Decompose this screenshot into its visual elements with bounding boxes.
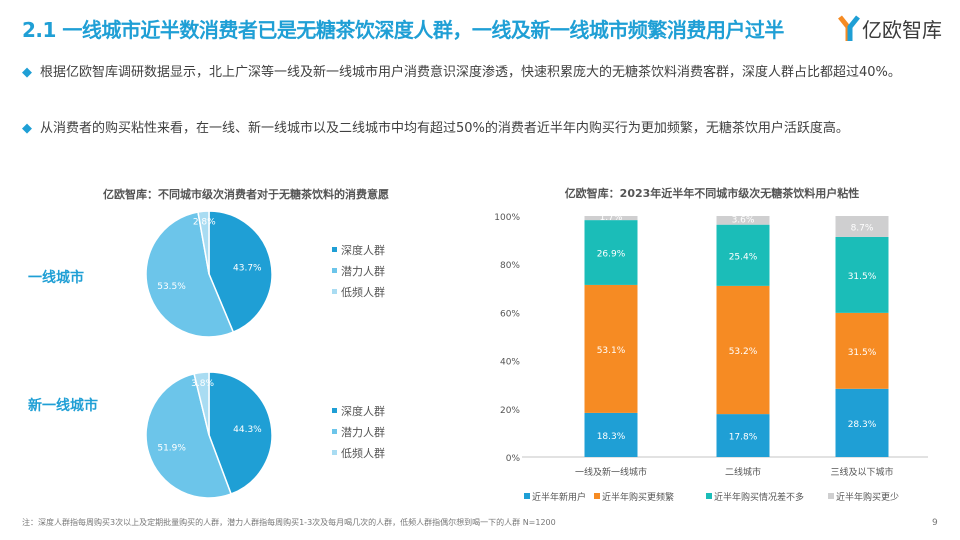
bullet-2: ◆ 从消费者的购买粘性来看，在一线、新一线城市以及二线城市中均有超过50%的消费… <box>22 117 932 141</box>
bar-data-label: 28.3% <box>848 420 877 430</box>
pie-charts: 亿欧智库：不同城市级次消费者对于无糖茶饮料的消费意愿 一线城市 43.7% 53.5… <box>28 187 389 499</box>
bar-segment <box>716 216 770 225</box>
bar-data-label: 3.6% <box>732 215 755 225</box>
page-number: 9 <box>932 518 938 528</box>
logo-text: 亿欧智库 <box>862 18 942 42</box>
bar-data-label: 8.7% <box>851 223 874 233</box>
pie-slice <box>145 372 233 499</box>
y-tick-label: 80% <box>500 261 520 271</box>
bar-chart-title: 亿欧智库：2023年近半年不同城市级次无糖茶饮料用户粘性 <box>565 186 860 200</box>
footnote: 注：深度人群指每周购买3次以上及定期批量购买的人群，潜力人群指每周购买1-3次及… <box>22 518 556 527</box>
pie-data-label: 44.3% <box>233 425 262 435</box>
page-title: 2.1 一线城市近半数消费者已是无糖茶饮深度人群，一线及新一线城市频繁消费用户过… <box>22 18 784 42</box>
x-tick-label: 二线城市 <box>725 466 761 478</box>
legend-swatch <box>332 247 337 252</box>
bar-segment <box>584 412 638 457</box>
y-tick-label: 40% <box>500 358 520 368</box>
y-tick-label: 60% <box>500 309 520 319</box>
pie-data-label: 51.9% <box>157 443 186 453</box>
y-tick-label: 100% <box>494 213 520 223</box>
legend-swatch <box>828 493 834 499</box>
bar-segment <box>716 224 770 286</box>
bar-segment <box>584 284 638 413</box>
bullet-1: ◆ 根据亿欧智库调研数据显示，北上广深等一线及新一线城市用户消费意识深度渗透，快… <box>22 61 932 85</box>
bar-segment <box>835 216 889 237</box>
legend-label: 深度人群 <box>341 404 385 418</box>
legend-swatch <box>332 289 337 294</box>
bar-segment <box>584 216 638 221</box>
bullet-text: 从消费者的购买粘性来看，在一线、新一线城市以及二线城市中均有超过50%的消费者近… <box>40 121 849 136</box>
x-tick-label: 三线及以下城市 <box>830 466 893 478</box>
y-tick-label: 20% <box>500 406 520 416</box>
bullet-text: 根据亿欧智库调研数据显示，北上广深等一线及新一线城市用户消费意识深度渗透，快速积… <box>40 65 901 80</box>
bar-data-label: 53.1% <box>597 346 626 356</box>
legend-label: 低频人群 <box>341 446 385 460</box>
bar-data-label: 25.4% <box>729 252 758 262</box>
bar-data-label: 17.8% <box>729 433 758 443</box>
pie-data-label: 3.8% <box>191 379 214 389</box>
pie-city-label: 新一线城市 <box>28 397 98 414</box>
legend-label: 潜力人群 <box>341 264 385 278</box>
legend-label: 近半年购买更频繁 <box>602 491 674 503</box>
bar-segment <box>835 236 889 313</box>
bar-data-label: 26.9% <box>597 250 626 260</box>
legend-swatch <box>332 450 337 455</box>
logo-icon <box>838 14 860 41</box>
legend-swatch <box>706 493 712 499</box>
legend-swatch <box>332 429 337 434</box>
diamond-icon: ◆ <box>22 121 32 136</box>
bar-segment <box>584 220 638 285</box>
legend-label: 深度人群 <box>341 243 385 257</box>
pie-slice <box>208 371 273 495</box>
legend-swatch <box>524 493 530 499</box>
diamond-icon: ◆ <box>22 65 32 80</box>
pie-city-label: 一线城市 <box>28 269 84 286</box>
bar-data-label: 31.5% <box>848 272 877 282</box>
pie-chart-title: 亿欧智库：不同城市级次消费者对于无糖茶饮料的消费意愿 <box>103 187 389 201</box>
pie-slice <box>208 210 273 334</box>
bar-data-label: 1.7% <box>600 213 623 223</box>
bar-segment <box>716 285 770 415</box>
legend-swatch <box>332 268 337 273</box>
legend-label: 潜力人群 <box>341 425 385 439</box>
legend-swatch <box>594 493 600 499</box>
legend-swatch <box>332 408 337 413</box>
pie-data-label: 53.5% <box>157 282 186 292</box>
y-tick-label: 0% <box>506 454 521 464</box>
pie-data-label: 2.8% <box>193 218 216 228</box>
legend-label: 低频人群 <box>341 285 385 299</box>
legend-label: 近半年购买更少 <box>836 491 899 503</box>
bar-data-label: 18.3% <box>597 432 626 442</box>
bar-data-label: 31.5% <box>848 348 877 358</box>
pie-data-label: 43.7% <box>233 263 262 273</box>
bar-segment <box>835 312 889 389</box>
legend-label: 近半年新用户 <box>532 491 586 503</box>
pie-slice <box>197 210 210 275</box>
logo: 亿欧智库 <box>838 14 942 43</box>
x-tick-label: 一线及新一线城市 <box>575 466 647 478</box>
legend-label: 近半年购买情况差不多 <box>714 491 804 503</box>
pie-slice <box>145 211 235 338</box>
bar-segment <box>835 388 889 457</box>
bar-chart: 亿欧智库：2023年近半年不同城市级次无糖茶饮料用户粘性 0% 20% 40% 60%… <box>494 186 928 503</box>
bar-segment <box>716 414 770 457</box>
pie-slice <box>193 371 210 436</box>
bar-data-label: 53.2% <box>729 347 758 357</box>
